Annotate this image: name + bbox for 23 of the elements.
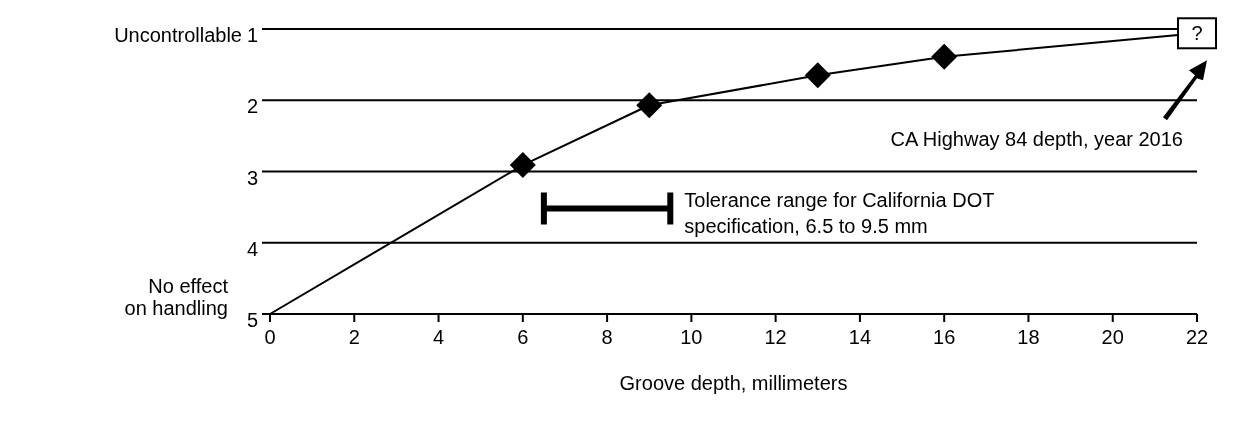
x-tick-label: 20 [1101, 326, 1124, 348]
annotation: CA Highway 84 depth, year 2016 [890, 128, 1183, 151]
x-tick-label: 16 [933, 326, 956, 348]
y-tick-label: 3 [246, 166, 258, 189]
y-tick-label: 2 [246, 95, 258, 118]
x-tick-label: 10 [680, 326, 703, 348]
x-tick-label: 2 [348, 326, 360, 348]
x-tick-label: 22 [1185, 326, 1209, 348]
annotation: Tolerance range for California DOT specification, 6.5 to 9.5 mm [684, 188, 995, 237]
y-tick-label: 1 [246, 24, 258, 46]
x-tick-label: 12 [764, 326, 787, 348]
y-tick-label: 4 [246, 237, 258, 260]
x-tick-label: 4 [432, 326, 445, 348]
x-tick-label: 6 [517, 326, 529, 348]
y-tick-label: 5 [246, 309, 258, 331]
x-axis-title: Groove depth, millimeters [619, 372, 848, 394]
x-tick-label: 0 [264, 326, 276, 348]
text: Uncontrollable [114, 24, 242, 46]
data-label: ? [1191, 22, 1203, 45]
x-tick-label: 8 [601, 326, 613, 348]
text: No effect on handling [124, 275, 229, 319]
x-tick-label: 18 [1017, 326, 1040, 348]
x-tick-label: 14 [848, 326, 872, 348]
